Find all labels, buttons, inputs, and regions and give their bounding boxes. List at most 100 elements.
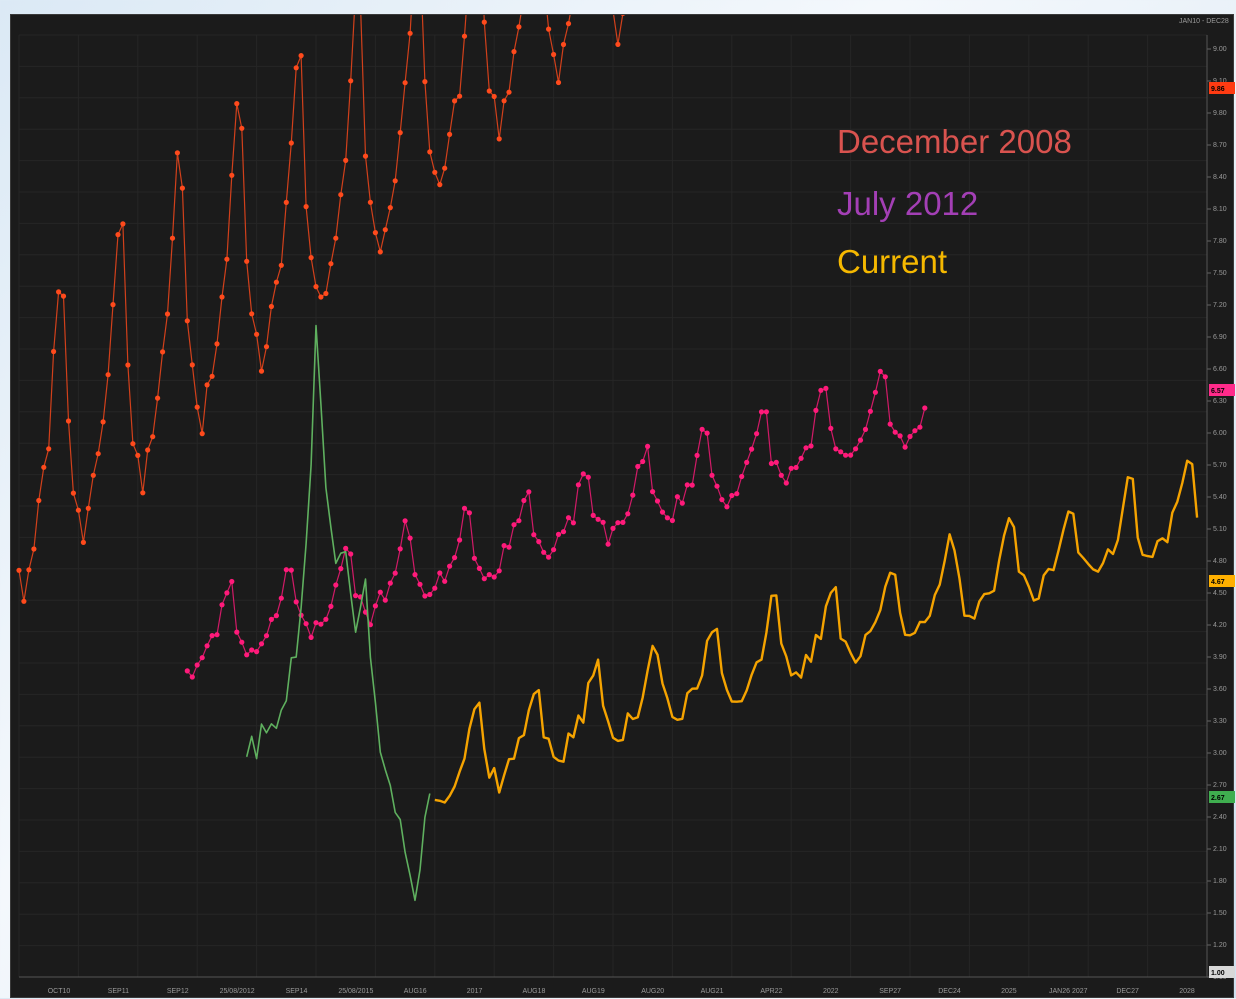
data-point-jul2012 bbox=[432, 585, 438, 591]
data-point-dec2008 bbox=[179, 185, 185, 191]
data-point-jul2012 bbox=[654, 498, 661, 504]
data-point-dec2008 bbox=[516, 24, 522, 30]
data-point-dec2008 bbox=[555, 79, 562, 86]
data-point-jul2012 bbox=[199, 655, 205, 661]
data-point-jul2012 bbox=[788, 465, 794, 471]
data-point-dec2008 bbox=[273, 279, 279, 285]
data-point-jul2012 bbox=[833, 446, 839, 452]
data-point-jul2012 bbox=[709, 472, 715, 478]
data-point-dec2008 bbox=[402, 80, 408, 86]
y-tick-label: 3.00 bbox=[1213, 750, 1227, 757]
data-point-dec2008 bbox=[120, 221, 126, 227]
data-point-jul2012 bbox=[664, 515, 671, 521]
data-point-dec2008 bbox=[313, 284, 319, 290]
y-tick-label: 3.90 bbox=[1213, 654, 1227, 661]
data-point-jul2012 bbox=[605, 541, 611, 547]
data-point-jul2012 bbox=[397, 546, 403, 552]
data-point-jul2012 bbox=[481, 576, 487, 582]
data-point-dec2008 bbox=[427, 149, 433, 155]
data-point-dec2008 bbox=[397, 130, 403, 136]
data-point-jul2012 bbox=[328, 603, 334, 610]
data-point-dec2008 bbox=[382, 227, 388, 233]
data-point-dec2008 bbox=[486, 88, 492, 94]
data-point-dec2008 bbox=[481, 19, 487, 25]
data-point-jul2012 bbox=[541, 549, 547, 555]
data-point-jul2012 bbox=[590, 512, 596, 518]
data-point-jul2012 bbox=[546, 554, 552, 560]
data-point-dec2008 bbox=[372, 230, 378, 236]
data-point-jul2012 bbox=[749, 446, 755, 452]
data-point-jul2012 bbox=[887, 421, 893, 427]
data-point-jul2012 bbox=[244, 652, 250, 658]
data-point-dec2008 bbox=[491, 93, 497, 100]
data-point-dec2008 bbox=[278, 262, 284, 268]
data-point-dec2008 bbox=[343, 157, 349, 163]
data-point-dec2008 bbox=[224, 256, 230, 262]
y-tick-label: 9.00 bbox=[1213, 46, 1227, 53]
data-point-jul2012 bbox=[719, 497, 725, 503]
x-tick-label: 25/08/2012 bbox=[220, 988, 255, 995]
data-point-jul2012 bbox=[917, 424, 923, 430]
data-point-dec2008 bbox=[41, 464, 47, 470]
data-point-jul2012 bbox=[377, 589, 383, 595]
data-point-jul2012 bbox=[457, 537, 463, 543]
x-tick-label: 2025 bbox=[1001, 988, 1017, 995]
x-tick-label: OCT10 bbox=[48, 988, 71, 995]
data-point-jul2012 bbox=[580, 471, 586, 477]
x-tick-label: APR22 bbox=[760, 988, 782, 995]
price-tag-label: 1.00 bbox=[1211, 970, 1225, 977]
x-tick-label: 25/08/2015 bbox=[338, 988, 373, 995]
data-point-dec2008 bbox=[189, 362, 195, 368]
data-point-jul2012 bbox=[323, 616, 329, 622]
x-tick-label: SEP12 bbox=[167, 988, 189, 995]
x-tick-label: 2028 bbox=[1179, 988, 1195, 995]
data-point-dec2008 bbox=[56, 289, 62, 295]
data-point-jul2012 bbox=[313, 620, 319, 626]
data-point-jul2012 bbox=[813, 407, 819, 413]
price-tag bbox=[1209, 791, 1235, 803]
data-point-jul2012 bbox=[353, 593, 359, 599]
data-point-jul2012 bbox=[461, 505, 468, 511]
data-point-jul2012 bbox=[412, 572, 418, 578]
y-tick-label: 6.30 bbox=[1213, 398, 1227, 405]
data-point-jul2012 bbox=[318, 621, 324, 627]
price-tag bbox=[1209, 82, 1235, 94]
data-point-jul2012 bbox=[239, 639, 245, 645]
data-point-jul2012 bbox=[659, 509, 666, 515]
data-point-jul2012 bbox=[308, 634, 314, 641]
data-point-jul2012 bbox=[669, 517, 676, 524]
x-tick-label: JAN26 2027 bbox=[1049, 988, 1088, 995]
chart-panel: December 2008 July 2012 Current 9.00 9.10… bbox=[10, 14, 1235, 998]
price-tag-label: 9.86 bbox=[1211, 86, 1225, 93]
data-point-dec2008 bbox=[452, 98, 458, 104]
data-point-jul2012 bbox=[273, 613, 279, 619]
data-point-dec2008 bbox=[283, 199, 289, 205]
data-point-jul2012 bbox=[491, 574, 497, 580]
data-point-dec2008 bbox=[219, 294, 225, 300]
data-point-dec2008 bbox=[308, 255, 314, 261]
data-point-dec2008 bbox=[26, 567, 32, 573]
data-point-dec2008 bbox=[239, 125, 245, 131]
data-point-dec2008 bbox=[318, 294, 324, 300]
series-layer bbox=[16, 15, 1199, 902]
data-point-jul2012 bbox=[511, 522, 517, 528]
y-tick-label: 2.70 bbox=[1213, 782, 1227, 789]
data-point-jul2012 bbox=[184, 668, 190, 674]
data-point-dec2008 bbox=[422, 79, 428, 85]
series-line-dec2008 bbox=[18, 15, 624, 602]
x-tick-label: SEP14 bbox=[286, 988, 308, 995]
data-point-dec2008 bbox=[254, 331, 260, 337]
data-point-jul2012 bbox=[818, 387, 824, 393]
data-point-dec2008 bbox=[145, 447, 151, 453]
data-point-dec2008 bbox=[135, 452, 141, 458]
data-point-jul2012 bbox=[912, 428, 918, 434]
data-point-dec2008 bbox=[303, 204, 309, 210]
data-point-dec2008 bbox=[362, 153, 369, 159]
data-point-jul2012 bbox=[872, 389, 879, 395]
data-point-dec2008 bbox=[130, 441, 136, 447]
data-point-dec2008 bbox=[551, 51, 557, 58]
data-point-dec2008 bbox=[125, 362, 131, 368]
data-point-dec2008 bbox=[51, 348, 57, 355]
y-tick-label: 5.10 bbox=[1213, 526, 1227, 533]
y-tick-label: 8.10 bbox=[1213, 206, 1227, 213]
